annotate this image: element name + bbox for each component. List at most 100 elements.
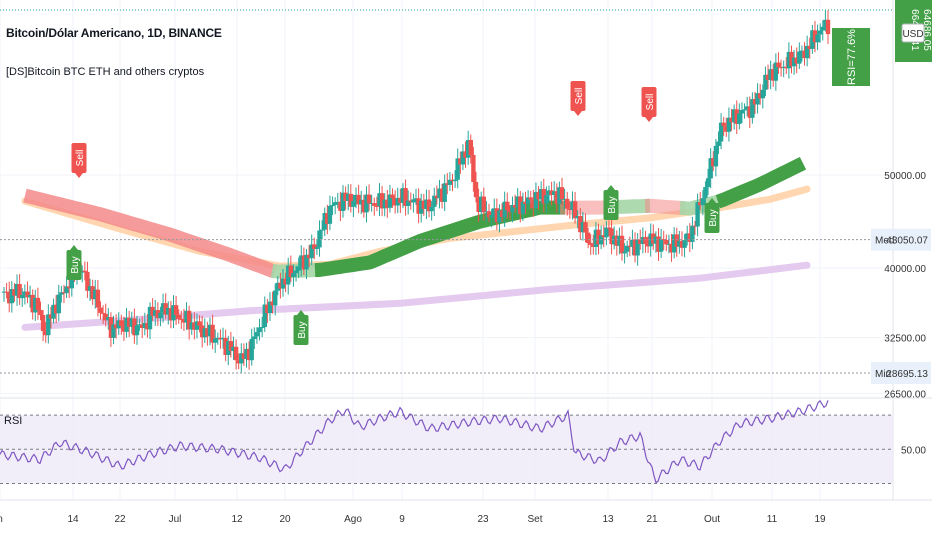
candle-body — [231, 346, 236, 351]
signal-box — [71, 143, 87, 173]
candle-body — [173, 305, 179, 315]
candle-body — [127, 317, 132, 327]
candle-body — [466, 140, 471, 158]
y-tick-label: 40000.00 — [884, 264, 926, 275]
candle-body — [100, 312, 106, 314]
signal-label: Sell — [75, 150, 86, 167]
candle-body — [398, 197, 403, 203]
candle-body — [197, 321, 202, 326]
candle-body — [160, 303, 166, 313]
candle-body — [379, 193, 385, 209]
x-tick-label: 11 — [767, 514, 778, 525]
y-tick-label: 50000.00 — [884, 171, 926, 182]
candle-body — [562, 198, 567, 200]
candle-body — [213, 338, 218, 343]
candle-body — [531, 199, 536, 208]
candle-body — [804, 45, 810, 59]
candle-body — [799, 50, 805, 52]
candle-body — [369, 203, 374, 205]
candle-body — [765, 74, 771, 80]
candle-body — [455, 158, 460, 180]
candle-body — [207, 324, 213, 337]
candle-body — [132, 318, 137, 336]
candle-body — [763, 74, 768, 90]
signal-label: Buy — [708, 209, 719, 226]
x-tick-label: 20 — [279, 514, 291, 525]
y-tick-label: 26500.00 — [884, 389, 926, 400]
candle-body — [25, 291, 30, 298]
candle-body — [400, 188, 406, 203]
candle-body — [677, 240, 682, 247]
candle-body — [226, 341, 231, 355]
candle-body — [585, 232, 591, 243]
candle-body — [797, 51, 802, 64]
candle-body — [810, 30, 815, 49]
candle-body — [273, 290, 278, 306]
candle-body — [249, 338, 254, 361]
candle-body — [317, 230, 322, 248]
candle-body — [382, 199, 387, 209]
candle-body — [648, 233, 653, 247]
candle-body — [335, 201, 340, 203]
last-price-value-2: 64686.05 — [921, 9, 932, 51]
candle-body — [460, 151, 466, 165]
candle-body — [184, 310, 189, 323]
candle-body — [672, 234, 677, 253]
med-tag-bg — [871, 228, 931, 251]
candle-body — [544, 195, 549, 204]
candle-body — [147, 306, 153, 330]
candle-body — [220, 337, 226, 340]
candle-body — [463, 151, 468, 158]
candle-body — [210, 324, 215, 343]
candle-body — [778, 67, 784, 69]
candle-body — [528, 197, 533, 200]
candle-body — [356, 194, 361, 205]
sell-signal-marker: Sell — [570, 81, 586, 116]
candle-body — [612, 235, 617, 245]
candle-body — [374, 205, 380, 207]
candle-body — [33, 297, 38, 313]
x-tick-label: Ago — [344, 514, 362, 525]
candle-body — [703, 187, 708, 199]
candle-body — [134, 325, 140, 336]
candle-body — [552, 191, 557, 195]
candle-body — [492, 208, 497, 216]
candle-body — [708, 158, 713, 179]
candle-body — [40, 315, 46, 331]
candle-body — [280, 278, 286, 289]
candle-body — [51, 304, 56, 319]
candle-body — [750, 99, 755, 118]
candle-body — [35, 297, 41, 311]
candle-body — [145, 322, 150, 330]
candle-body — [119, 320, 124, 326]
candle-body — [536, 192, 541, 200]
chart-title: Bitcoin/Dólar Americano, 1D, BINANCE — [6, 26, 222, 40]
candle-body — [802, 50, 807, 59]
candle-body — [737, 113, 742, 124]
candle-body — [674, 234, 679, 247]
candle-body — [661, 239, 666, 240]
x-tick-label: 13 — [602, 514, 614, 525]
candle-body — [445, 183, 450, 185]
candle-body — [758, 93, 763, 99]
candle-body — [786, 51, 792, 69]
med-tag-label: Med — [875, 236, 894, 247]
candle-body — [286, 265, 291, 285]
candle-body — [713, 145, 719, 167]
candle-body — [142, 322, 147, 328]
candle-body — [557, 187, 562, 204]
signal-pointer — [70, 245, 78, 250]
candle-body — [434, 195, 440, 199]
candle-body — [98, 307, 103, 313]
signal-pointer — [645, 117, 653, 122]
candle-body — [12, 289, 17, 296]
candle-body — [244, 348, 249, 359]
candle-body — [818, 30, 823, 35]
candle-body — [278, 282, 283, 289]
candle-body — [106, 317, 111, 321]
x-tick-label: Set — [527, 514, 542, 525]
candle-body — [546, 190, 552, 196]
candle-body — [364, 194, 369, 213]
candle-body — [301, 255, 307, 270]
candles — [1, 9, 831, 374]
